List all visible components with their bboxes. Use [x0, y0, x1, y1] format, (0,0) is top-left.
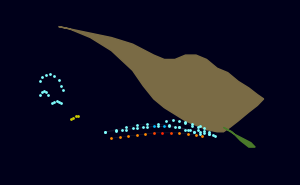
Polygon shape [58, 27, 264, 132]
Polygon shape [224, 127, 255, 147]
